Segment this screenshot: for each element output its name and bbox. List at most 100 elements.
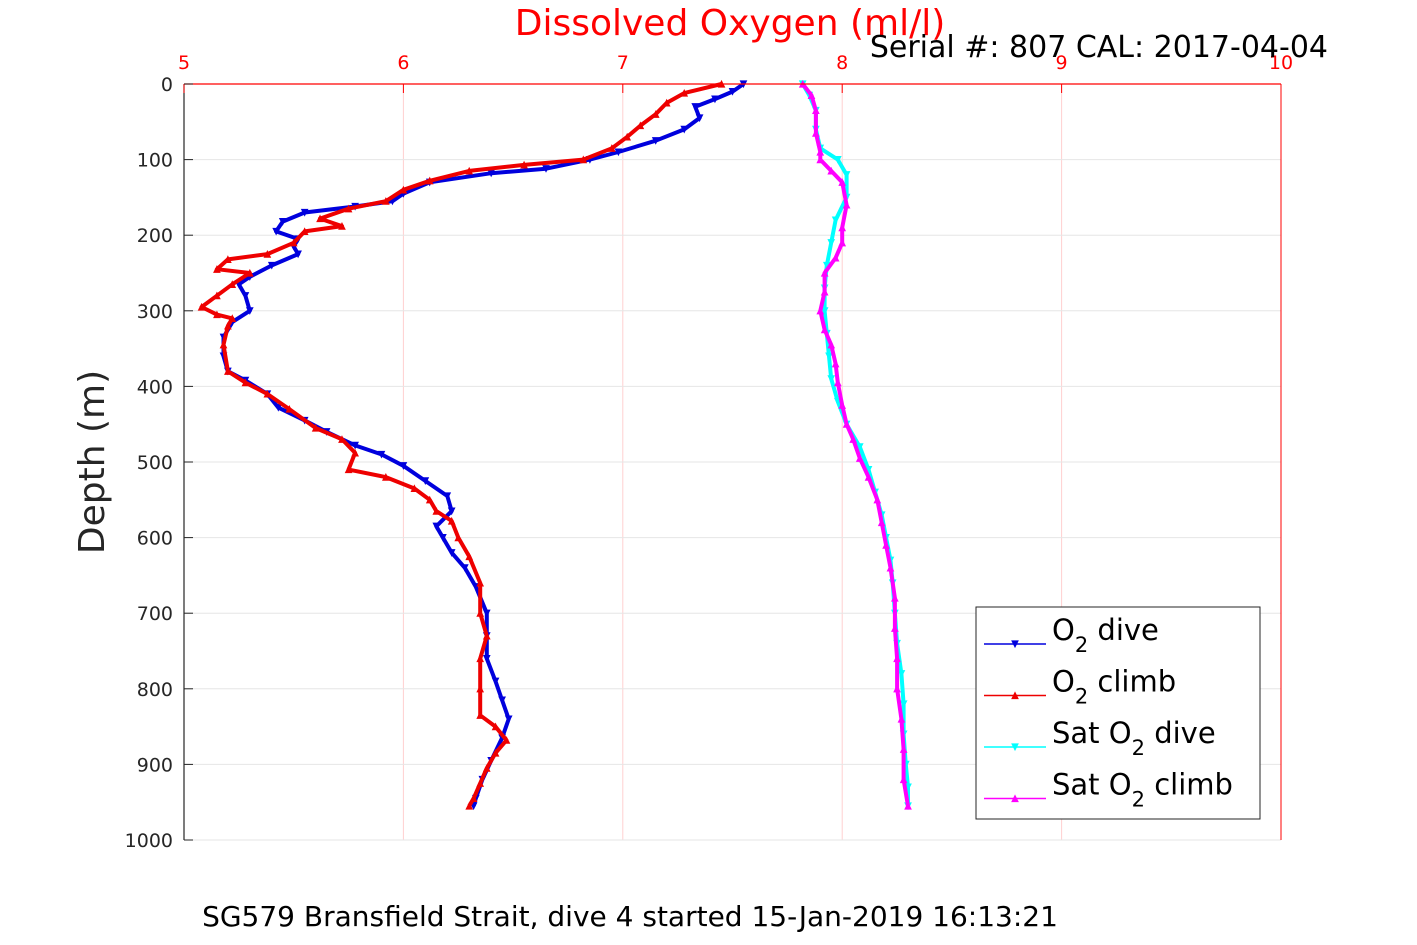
axes xyxy=(183,83,1282,841)
data-point xyxy=(443,492,452,501)
legend-marker xyxy=(1011,743,1019,752)
data-point xyxy=(877,518,886,527)
data-point xyxy=(300,208,309,217)
data-point xyxy=(827,166,836,175)
data-point xyxy=(382,473,390,481)
data-point xyxy=(827,375,836,383)
data-point xyxy=(891,593,899,602)
data-point xyxy=(873,495,882,504)
data-point xyxy=(263,250,272,258)
data-point xyxy=(897,714,906,723)
data-point xyxy=(825,352,833,361)
y-axis-label: Depth (m) xyxy=(72,370,113,554)
data-point xyxy=(842,171,851,179)
data-point xyxy=(491,722,500,731)
y-tick-label: 800 xyxy=(137,679,173,701)
data-point xyxy=(662,98,671,107)
data-point xyxy=(382,197,390,205)
data-point xyxy=(849,435,858,443)
data-point xyxy=(831,216,840,225)
data-point xyxy=(272,227,280,236)
y-tick-label: 300 xyxy=(137,301,173,323)
y-tick-label: 400 xyxy=(137,376,173,398)
data-point xyxy=(838,401,847,409)
data-point xyxy=(695,114,704,123)
data-point xyxy=(476,711,485,719)
y-tick-label: 0 xyxy=(161,74,173,96)
legend-marker xyxy=(1011,640,1019,649)
data-point xyxy=(219,340,228,349)
data-point xyxy=(228,280,237,288)
data-point xyxy=(820,307,829,315)
legend-label: Sat O2 dive xyxy=(1052,716,1216,760)
data-point xyxy=(476,654,485,663)
data-point xyxy=(213,310,221,319)
data-point xyxy=(465,166,474,175)
data-point xyxy=(476,779,485,787)
data-point xyxy=(680,125,689,134)
data-point xyxy=(267,261,276,270)
data-point xyxy=(213,265,221,273)
data-point xyxy=(842,200,851,209)
data-point xyxy=(842,420,851,428)
legend-label: O2 dive xyxy=(1052,613,1159,657)
data-point xyxy=(520,160,528,169)
data-point xyxy=(351,448,359,457)
data-point xyxy=(899,700,908,709)
data-point xyxy=(344,204,353,213)
data-point xyxy=(482,764,491,772)
data-point xyxy=(491,677,500,686)
data-point xyxy=(614,148,623,157)
data-point xyxy=(542,165,550,173)
x-tick-label: 6 xyxy=(397,52,409,74)
data-point xyxy=(311,423,320,432)
data-point xyxy=(447,516,456,525)
grid xyxy=(183,83,1282,841)
data-point xyxy=(482,654,491,663)
data-point xyxy=(831,359,840,368)
data-point xyxy=(504,715,513,724)
data-point xyxy=(838,178,847,186)
data-point xyxy=(579,155,588,164)
data-point xyxy=(816,147,825,156)
data-point xyxy=(432,507,441,515)
data-point xyxy=(636,121,645,130)
data-point xyxy=(482,609,491,618)
data-point xyxy=(816,155,825,164)
data-point xyxy=(904,801,912,810)
data-point xyxy=(399,185,408,194)
data-point xyxy=(460,564,469,572)
data-point xyxy=(691,103,700,111)
data-point xyxy=(820,287,829,296)
data-point xyxy=(899,775,908,784)
data-point xyxy=(728,87,737,96)
data-point xyxy=(241,292,250,300)
data-point xyxy=(338,435,346,443)
x-tick-label: 9 xyxy=(1056,52,1068,74)
data-point xyxy=(833,155,842,164)
data-point xyxy=(491,748,500,757)
data-point xyxy=(425,176,434,185)
data-point xyxy=(476,609,485,617)
data-point xyxy=(855,454,864,462)
data-point xyxy=(285,404,294,413)
data-point xyxy=(432,522,441,531)
data-point xyxy=(344,465,353,474)
legend-marker xyxy=(1011,794,1019,803)
data-point xyxy=(891,624,899,632)
data-point xyxy=(300,227,309,236)
data-point xyxy=(245,268,254,277)
data-point xyxy=(899,745,908,753)
data-point xyxy=(502,736,511,744)
data-point xyxy=(886,563,895,572)
chart-title: Dissolved Oxygen (ml/l) xyxy=(515,3,946,44)
data-point xyxy=(476,684,485,693)
x-tick-label: 8 xyxy=(836,52,848,74)
data-point xyxy=(447,549,456,557)
data-point xyxy=(651,110,660,118)
data-point xyxy=(439,534,447,542)
data-point xyxy=(607,144,616,152)
data-point xyxy=(421,477,430,485)
data-point xyxy=(838,223,847,232)
